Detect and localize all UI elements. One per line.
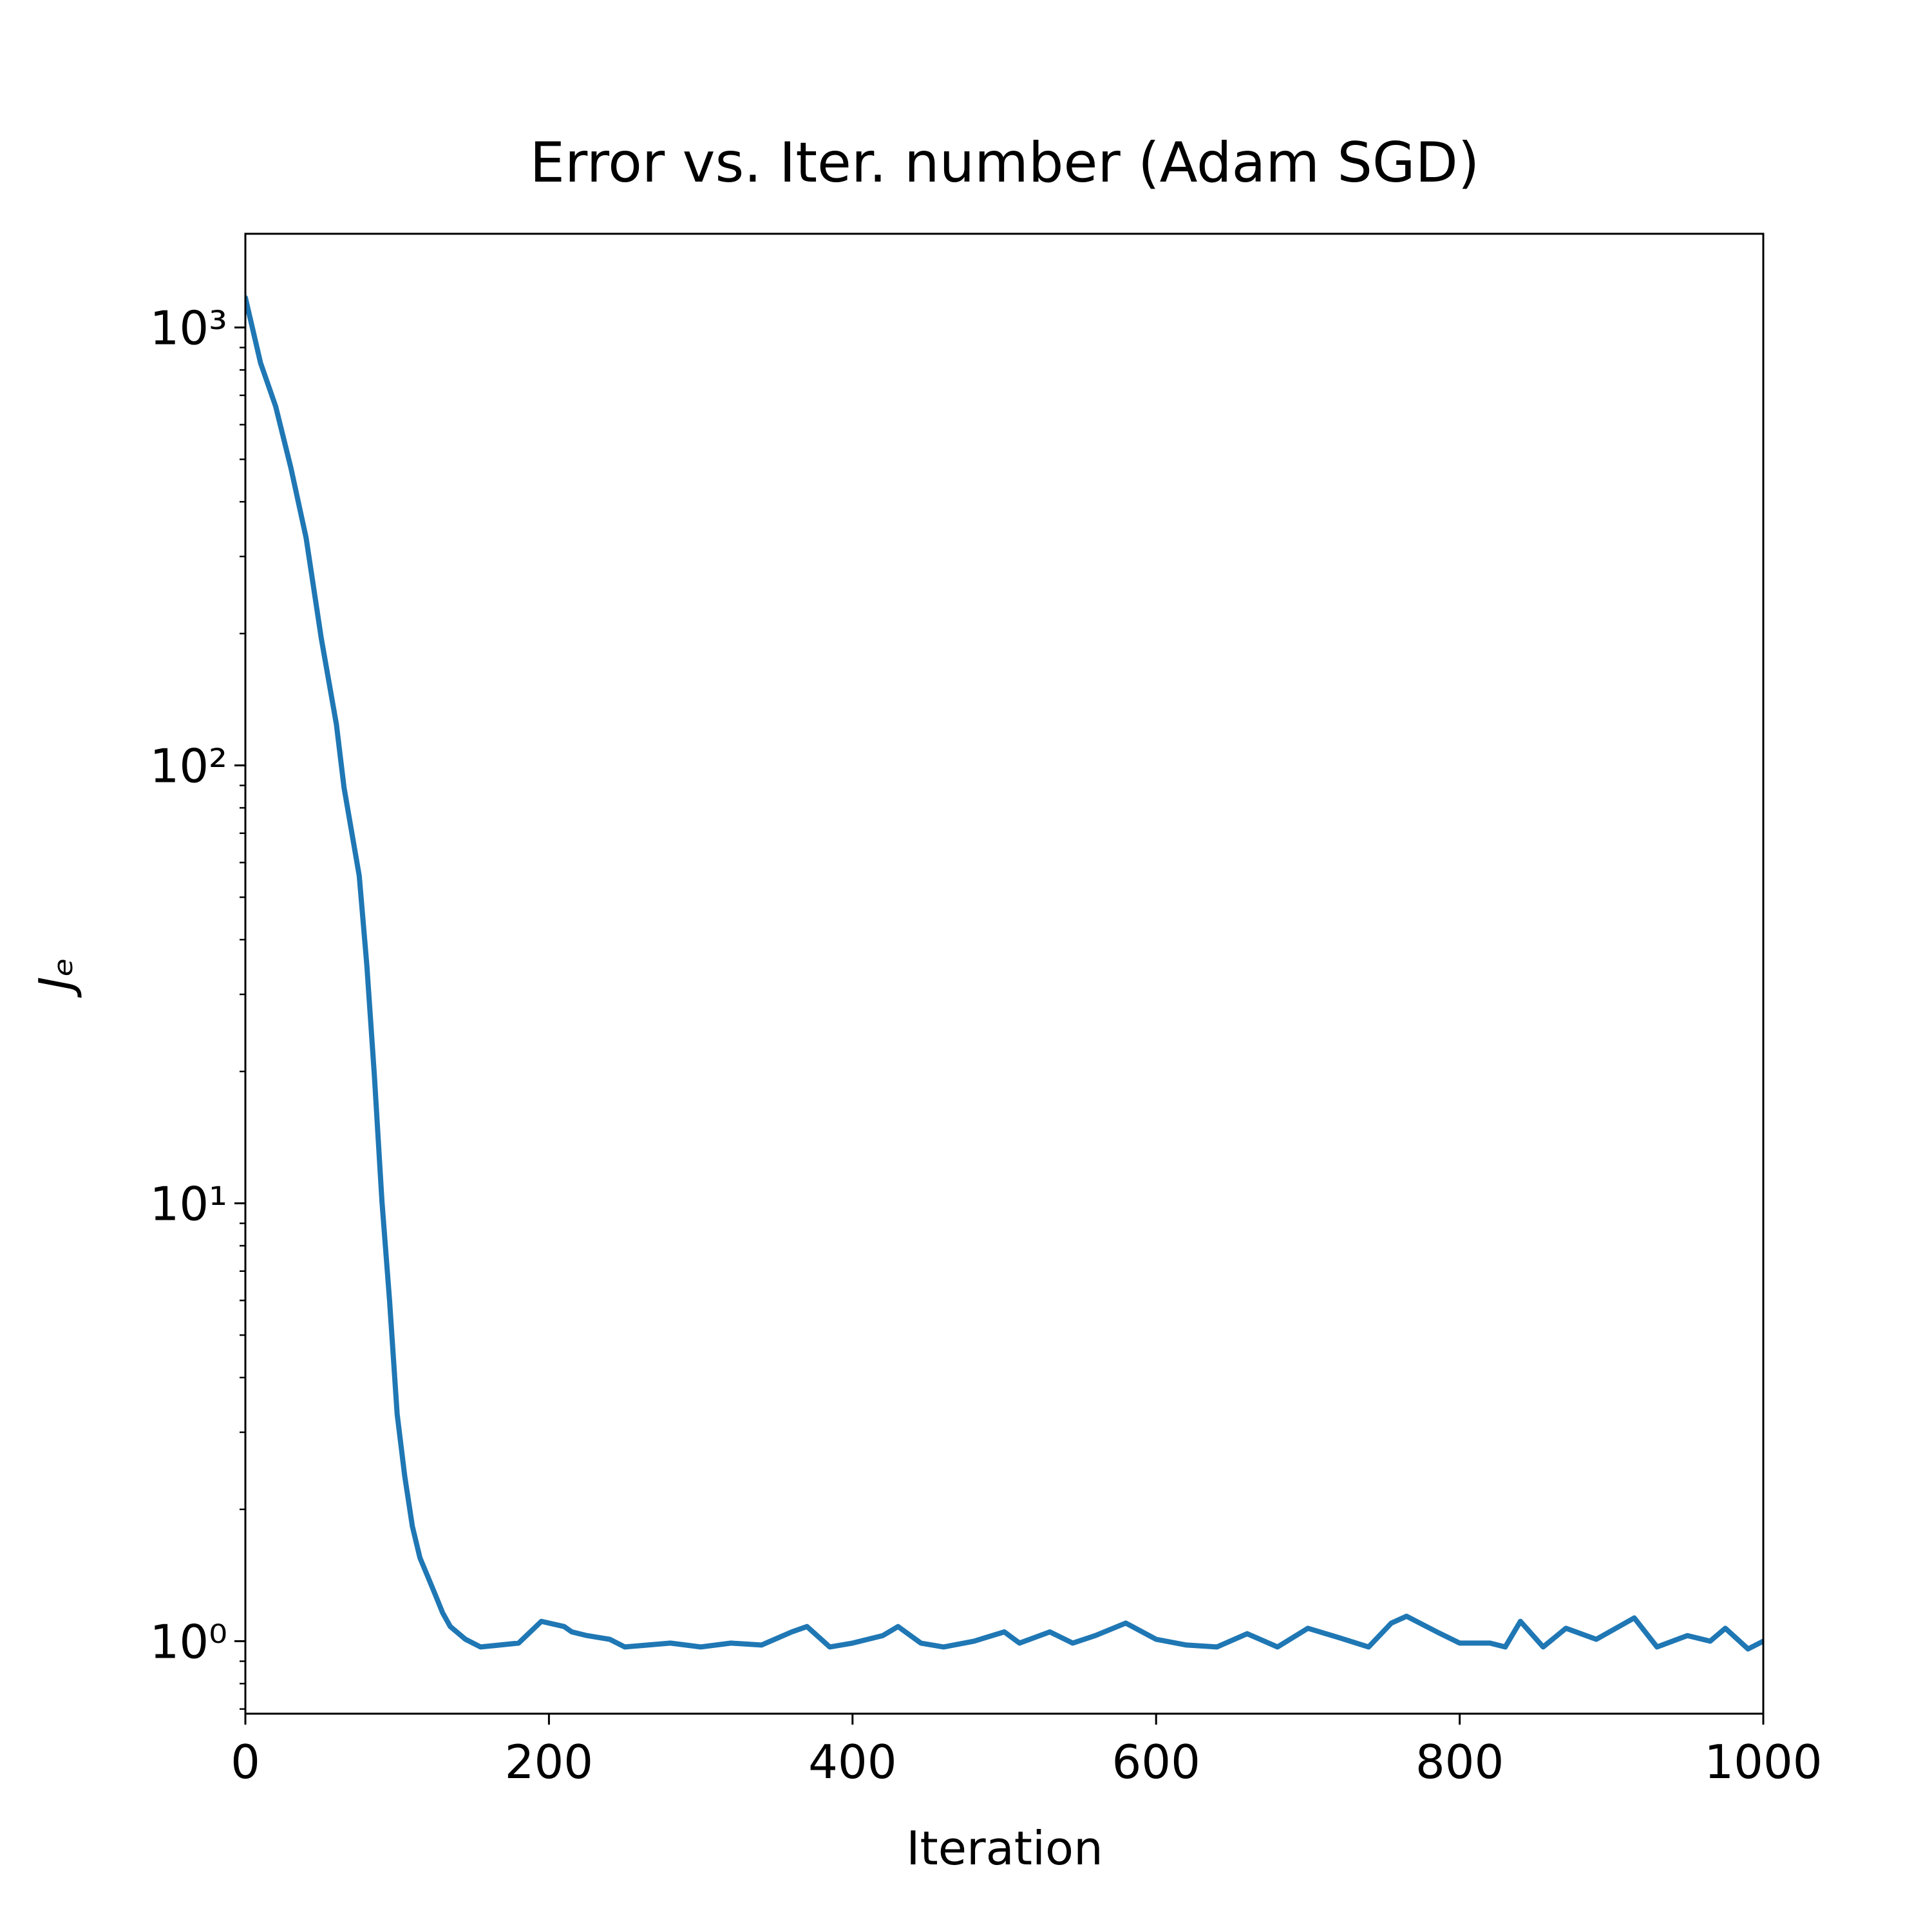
x-tick-label: 200 <box>505 1735 593 1789</box>
chart-title: Error vs. Iter. number (Adam SGD) <box>530 131 1480 195</box>
plot-frame <box>244 232 1765 1715</box>
x-tick-label: 600 <box>1112 1735 1200 1789</box>
x-tick-label: 0 <box>231 1735 260 1789</box>
y-tick-label: 10² <box>150 739 227 793</box>
data-line <box>245 295 1763 1652</box>
x-axis-label: Iteration <box>906 1821 1103 1875</box>
x-tick-label: 1000 <box>1704 1735 1822 1789</box>
y-tick-label: 10³ <box>150 301 227 355</box>
x-tick-label: 800 <box>1416 1735 1504 1789</box>
y-tick-label: 10⁰ <box>150 1615 227 1669</box>
x-tick-label: 400 <box>808 1735 896 1789</box>
y-tick-label: 10¹ <box>150 1177 227 1231</box>
